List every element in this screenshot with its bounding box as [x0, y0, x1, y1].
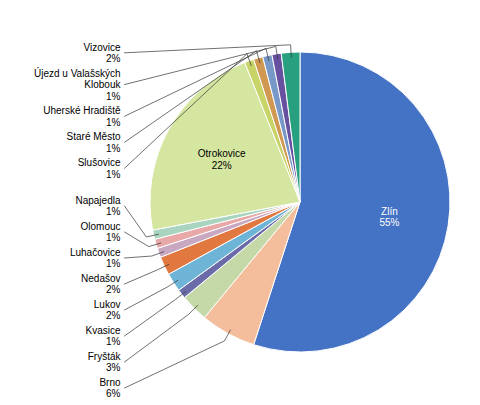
svg-text:Brno6%: Brno6% [99, 377, 121, 400]
svg-text:Staré Město1%: Staré Město1% [67, 131, 121, 154]
svg-text:Vizovice2%: Vizovice2% [83, 42, 120, 65]
svg-text:Kvasice1%: Kvasice1% [85, 325, 120, 348]
svg-text:Újezd u ValašskýchKlobouk1%: Újezd u ValašskýchKlobouk1% [34, 67, 122, 102]
svg-text:Uherské Hradiště1%: Uherské Hradiště1% [43, 105, 121, 128]
svg-text:Otrokovice22%: Otrokovice22% [198, 148, 246, 171]
svg-text:Lukov2%: Lukov2% [94, 299, 121, 322]
svg-text:Slušovice1%: Slušovice1% [78, 157, 121, 180]
svg-text:Luhačovice1%: Luhačovice1% [70, 247, 121, 270]
svg-text:Zlín55%: Zlín55% [379, 206, 399, 229]
svg-text:Nedašov2%: Nedašov2% [81, 273, 121, 296]
svg-text:Fryšták3%: Fryšták3% [88, 351, 122, 374]
svg-text:Olomouc1%: Olomouc1% [80, 221, 120, 244]
svg-text:Napajedla1%: Napajedla1% [75, 195, 120, 218]
